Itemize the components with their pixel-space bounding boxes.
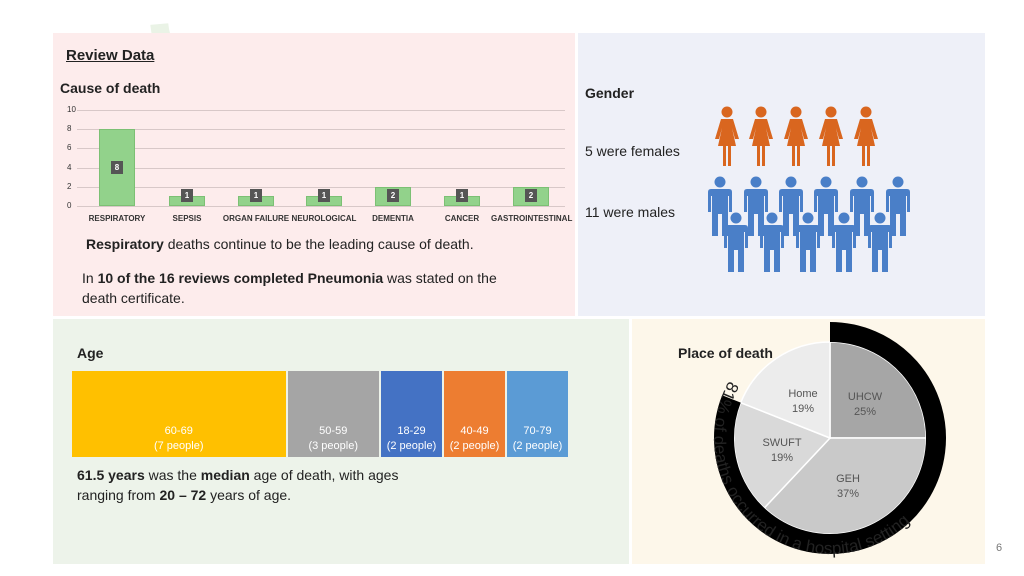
age-title: Age: [77, 345, 104, 361]
y-tick-label: 0: [67, 201, 72, 210]
age-group-block: 18-29 (2 people): [381, 371, 442, 457]
gridline: [77, 206, 565, 207]
cause-of-death-title: Cause of death: [60, 80, 161, 96]
gridline: [77, 129, 565, 131]
bar-data-label: 2: [525, 189, 537, 202]
category-label: GASTROINTESTINAL: [491, 214, 573, 223]
y-tick-label: 8: [67, 124, 72, 134]
males-text: 11 were males: [585, 204, 676, 220]
category-label: ORGAN FAILURE: [222, 214, 290, 223]
y-tick-label: 2: [67, 181, 72, 191]
male-person-icon: [868, 212, 892, 272]
male-person-icon: [886, 176, 910, 236]
review-data-panel: [53, 33, 575, 316]
male-person-icon: [760, 212, 784, 272]
pie-slice-name: UHCW: [848, 391, 883, 403]
category-label: RESPIRATORY: [88, 214, 146, 223]
pie-slice: [829, 341, 927, 439]
male-person-icon: [814, 176, 838, 236]
gender-panel: [578, 33, 985, 316]
y-tick-label: 6: [67, 143, 72, 153]
female-person-icon: [715, 106, 739, 166]
age-group-block: 40-49 (2 people): [444, 371, 505, 457]
male-person-icon: [850, 176, 874, 236]
male-person-icon: [779, 176, 803, 236]
bar-data-label: 8: [111, 161, 123, 174]
gridline: [77, 148, 565, 150]
pneumonia-summary-line2: death certificate.: [82, 290, 185, 306]
age-group-block: 70-79 (2 people): [507, 371, 568, 457]
category-label: CANCER: [444, 214, 480, 223]
hospital-share-arc: [714, 322, 946, 554]
age-range-text: ranging from 20 – 72 years of age.: [77, 487, 292, 503]
pie-slice-percent: 37%: [837, 488, 859, 500]
pie-slice-name: Home: [788, 388, 817, 400]
pie-slice-percent: 25%: [854, 406, 876, 418]
pie-slice: [739, 341, 831, 440]
age-group-label: 50-59 (3 people): [308, 425, 359, 452]
bar-data-label: 2: [387, 189, 399, 202]
female-person-icon: [819, 106, 843, 166]
female-person-icon: [784, 106, 808, 166]
bar-data-label: 1: [181, 189, 193, 202]
male-person-icon: [796, 212, 820, 272]
bar-data-label: 1: [318, 189, 330, 202]
pneumonia-summary: In 10 of the 16 reviews completed Pneumo…: [82, 270, 497, 286]
female-person-icon: [749, 106, 773, 166]
review-title: Review Data: [66, 47, 155, 64]
male-person-icon: [724, 212, 748, 272]
y-tick-label: 4: [67, 162, 72, 172]
bar-data-label: 1: [456, 189, 468, 202]
male-person-icon: [708, 176, 732, 236]
male-person-icon: [832, 212, 856, 272]
age-group-block: 60-69 (7 people): [72, 371, 286, 457]
age-group-label: 40-49 (2 people): [449, 425, 500, 452]
pie-slice-name: SWUFT: [762, 437, 801, 449]
category-label: NEUROLOGICAL: [291, 214, 357, 223]
pie-slice-name: GEH: [836, 473, 860, 485]
gridline: [77, 167, 565, 169]
place-of-death-title: Place of death: [678, 345, 773, 361]
bar-data-label: 1: [250, 189, 262, 202]
pie-slice: [763, 437, 927, 535]
age-group-label: 60-69 (7 people): [153, 425, 204, 452]
age-group-label: 18-29 (2 people): [386, 425, 437, 452]
age-group-label: 70-79 (2 people): [512, 425, 563, 452]
male-person-icon: [744, 176, 768, 236]
category-label: SEPSIS: [172, 214, 202, 223]
category-label: DEMENTIA: [372, 214, 414, 223]
y-tick-label: 10: [67, 105, 76, 114]
median-age-text: 61.5 years was the median age of death, …: [77, 467, 399, 483]
female-person-icon: [854, 106, 878, 166]
gridline: [77, 186, 565, 188]
pie-slice-percent: 19%: [771, 452, 793, 464]
page-number: 6: [996, 542, 1003, 554]
gridline: [77, 110, 565, 111]
gender-title: Gender: [585, 85, 635, 101]
age-group-block: 50-59 (3 people): [287, 371, 379, 457]
females-text: 5 were females: [585, 143, 680, 159]
respiratory-summary: Respiratory deaths continue to be the le…: [86, 236, 474, 252]
pie-slice-percent: 19%: [792, 403, 814, 415]
